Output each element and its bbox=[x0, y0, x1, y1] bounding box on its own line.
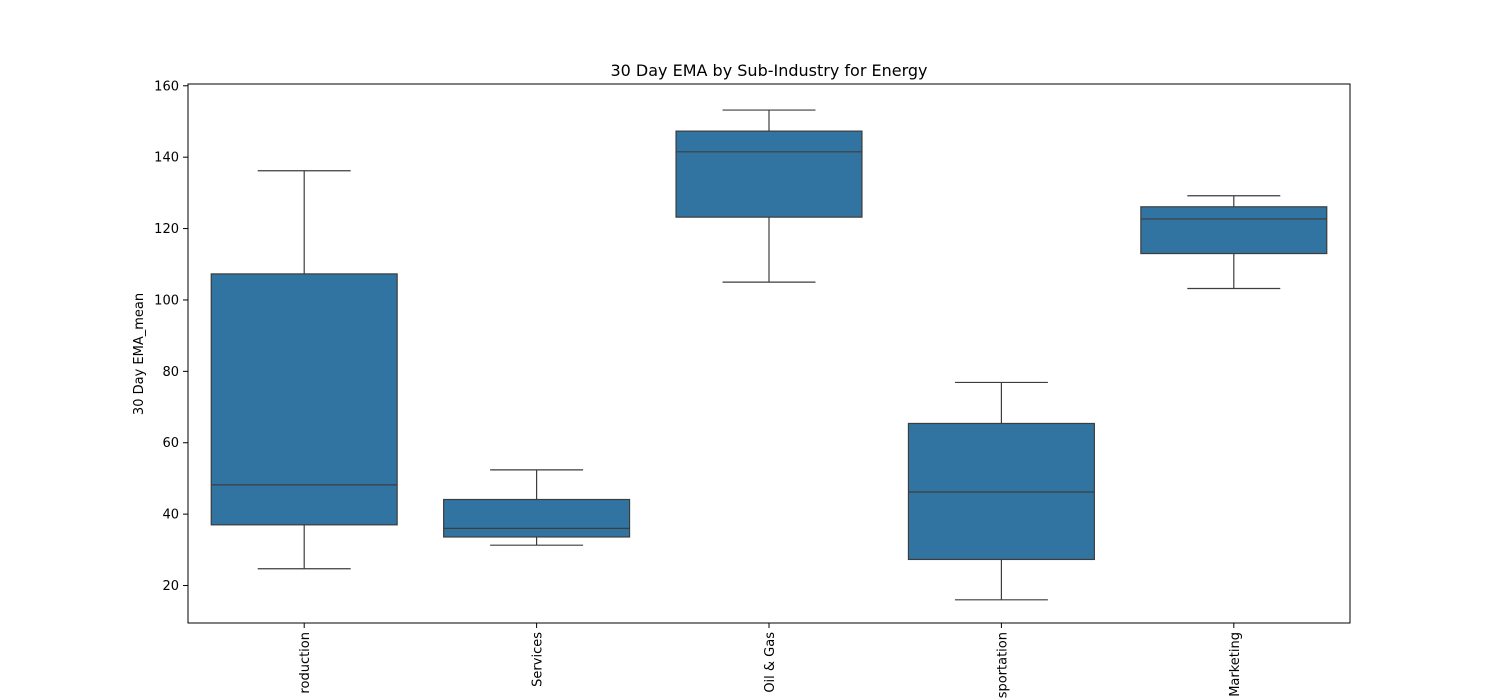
box-iqr bbox=[210, 273, 398, 526]
plot-frame bbox=[187, 83, 1351, 624]
y-tick-label: 140 bbox=[154, 151, 179, 166]
x-tick-label: Oil & Gas bbox=[763, 632, 778, 693]
y-tick-label: 40 bbox=[162, 508, 179, 523]
y-tick-label: 100 bbox=[154, 293, 179, 308]
y-axis-label: 30 Day EMA_mean bbox=[132, 293, 147, 415]
plot-area: 20 40 60 80 100 120 140 160 roduction Services Oil… bbox=[154, 79, 1328, 698]
x-tick-label: sportation bbox=[995, 632, 1010, 698]
x-tick-label: roduction bbox=[298, 632, 313, 694]
y-tick-label: 80 bbox=[162, 365, 179, 380]
x-tick-label: Services bbox=[531, 632, 546, 687]
y-tick-label: 120 bbox=[154, 222, 179, 237]
y-tick-label: 60 bbox=[162, 436, 179, 451]
x-tick-label: Marketing bbox=[1228, 632, 1243, 697]
y-tick-label: 160 bbox=[154, 79, 179, 94]
box-iqr bbox=[675, 130, 863, 218]
chart-title: 30 Day EMA by Sub-Industry for Energy bbox=[610, 61, 927, 80]
box-iqr bbox=[1140, 206, 1328, 255]
y-tick-label: 20 bbox=[162, 579, 179, 594]
box-iqr bbox=[443, 498, 631, 538]
